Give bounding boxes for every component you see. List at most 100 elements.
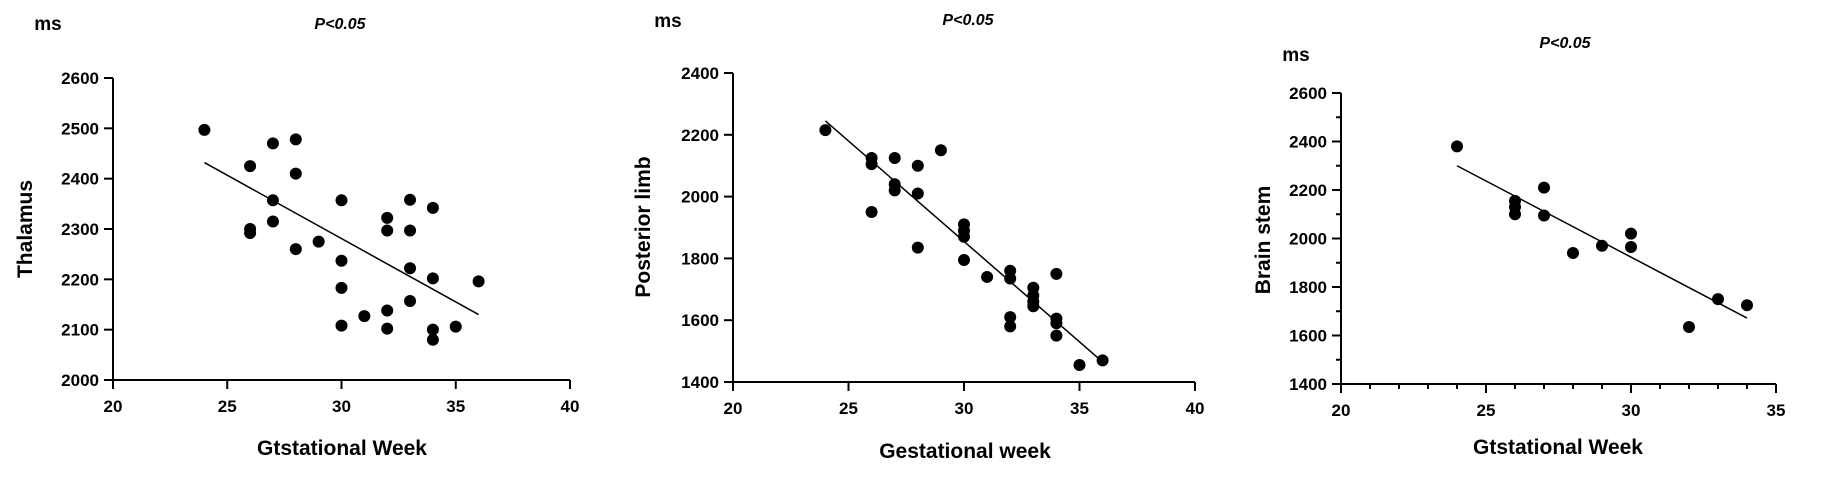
data-point: [1004, 272, 1017, 285]
data-point: [1538, 209, 1550, 222]
y-tick-label: 1400: [681, 373, 719, 392]
data-point: [1683, 321, 1695, 334]
x-tick-label: 40: [1186, 399, 1205, 418]
chart-panel-3: 1400 1600 1800 2000 2200 2400 2600 20 25 30 35 ms P<…: [1252, 35, 1785, 459]
data-point: [1509, 208, 1521, 221]
data-point: [1004, 311, 1017, 324]
data-point: [819, 124, 832, 137]
y-axis-title: Posterior limb: [632, 156, 655, 297]
y-tick-label: 2000: [1289, 230, 1327, 249]
data-point: [198, 123, 211, 136]
x-tick-label: 20: [104, 397, 123, 416]
data-point: [1096, 354, 1109, 367]
data-point: [244, 227, 257, 240]
unit-label: ms: [654, 11, 681, 32]
chart-panel-1: 2000 2100 2200 2300 2400 2500 2600 20 25 30 35 40 ms…: [14, 14, 579, 460]
x-tick-label: 20: [1332, 401, 1351, 420]
data-point: [1451, 140, 1463, 153]
data-point: [911, 241, 924, 254]
y-tick-label: 1600: [681, 311, 719, 330]
data-point: [1538, 181, 1550, 194]
x-tick-label: 35: [1070, 399, 1089, 418]
data-point: [335, 281, 348, 294]
y-tick-label: 1600: [1289, 327, 1327, 346]
y-tick-label: 2600: [61, 69, 99, 88]
data-point: [404, 294, 417, 307]
data-point: [335, 254, 348, 267]
data-point: [244, 160, 257, 173]
data-point: [381, 224, 394, 237]
data-point: [404, 193, 417, 206]
data-point: [426, 201, 439, 214]
y-tick-label: 2400: [681, 64, 719, 83]
data-point: [888, 151, 901, 164]
unit-label: ms: [34, 14, 61, 35]
data-point: [958, 253, 970, 266]
data-point: [289, 167, 302, 180]
y-tick-label: 2300: [61, 220, 99, 239]
p-value-annotation: P<0.05: [1539, 35, 1591, 52]
x-tick-label: 30: [955, 399, 974, 418]
data-point: [472, 275, 485, 288]
data-point: [1073, 359, 1086, 372]
data-point: [1625, 240, 1637, 253]
data-point: [335, 319, 348, 332]
data-point: [888, 184, 901, 197]
data-point: [1050, 329, 1063, 342]
data-point: [1596, 239, 1608, 252]
y-axis-title: Thalamus: [14, 180, 37, 278]
y-tick-label: 1400: [1289, 375, 1327, 394]
data-point: [1050, 267, 1063, 280]
y-tick-label: 2200: [61, 270, 99, 289]
regression-line: [204, 161, 479, 316]
data-point: [1004, 320, 1017, 333]
y-tick-label: 2000: [681, 188, 719, 207]
data-point: [1027, 300, 1040, 313]
x-tick-label: 35: [1767, 401, 1786, 420]
x-axis-title: Gtstational Week: [257, 437, 427, 460]
data-point: [381, 304, 394, 317]
y-tick-label: 2600: [1289, 84, 1327, 103]
x-tick-label: 30: [1622, 401, 1641, 420]
data-point: [449, 320, 462, 333]
data-point: [1625, 227, 1637, 240]
data-point: [981, 270, 994, 283]
data-point: [266, 137, 279, 150]
y-tick-label: 2400: [1289, 133, 1327, 152]
x-tick-label: 25: [839, 399, 858, 418]
x-tick-label: 25: [218, 397, 237, 416]
unit-label: ms: [1282, 45, 1309, 66]
data-point: [266, 194, 279, 207]
data-point: [404, 262, 417, 275]
x-tick-label: 30: [332, 397, 351, 416]
data-point: [426, 333, 439, 346]
data-point: [1050, 317, 1063, 330]
data-point: [426, 323, 439, 336]
data-point: [404, 224, 417, 237]
data-point: [958, 230, 970, 243]
y-tick-label: 2400: [61, 170, 99, 189]
data-point: [381, 211, 394, 224]
data-point: [1712, 293, 1724, 306]
y-tick-label: 1800: [681, 249, 719, 268]
data-point: [312, 235, 325, 248]
data-point: [266, 215, 279, 228]
data-point: [381, 322, 394, 335]
y-tick-label: 2500: [61, 119, 99, 138]
data-point: [1567, 247, 1579, 260]
data-point: [865, 158, 878, 171]
p-value-annotation: P<0.05: [942, 12, 994, 29]
y-tick-label: 2200: [681, 126, 719, 145]
data-point: [911, 159, 924, 172]
x-tick-label: 25: [1477, 401, 1496, 420]
data-point: [1741, 299, 1753, 312]
y-tick-label: 2100: [61, 321, 99, 340]
data-point: [934, 144, 947, 157]
chart-panel-2: 1400 1600 1800 2000 2200 2400 20 25 30 35 40 ms P<0.…: [632, 11, 1204, 463]
x-tick-label: 35: [446, 397, 465, 416]
y-tick-label: 1800: [1289, 278, 1327, 297]
p-value-annotation: P<0.05: [314, 16, 366, 33]
y-tick-label: 2200: [1289, 181, 1327, 200]
data-point: [865, 206, 878, 219]
